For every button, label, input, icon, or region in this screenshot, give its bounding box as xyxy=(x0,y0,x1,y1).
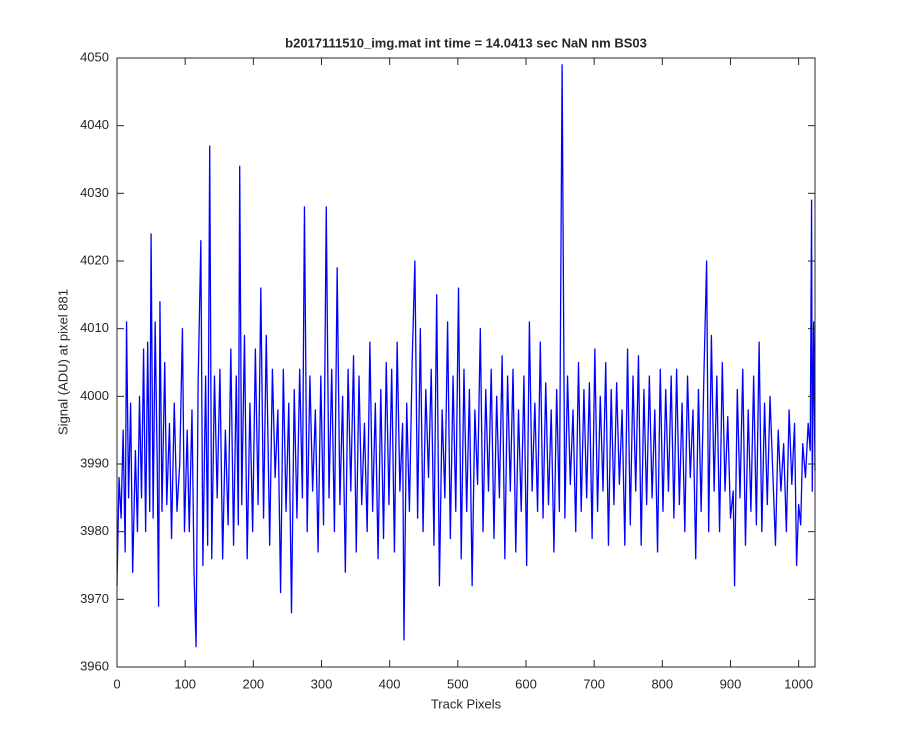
y-tick-label: 4050 xyxy=(80,49,109,64)
x-tick-label: 500 xyxy=(447,676,469,691)
x-tick-label: 300 xyxy=(311,676,333,691)
x-tick-label: 900 xyxy=(720,676,742,691)
x-axis-label: Track Pixels xyxy=(431,696,502,711)
x-tick-label: 600 xyxy=(515,676,537,691)
y-tick-label: 4040 xyxy=(80,117,109,132)
x-tick-label: 800 xyxy=(651,676,673,691)
chart-title: b2017111510_img.mat int time = 14.0413 s… xyxy=(285,35,647,50)
x-tick-label: 0 xyxy=(113,676,120,691)
y-tick-label: 4020 xyxy=(80,252,109,267)
y-tick-label: 4010 xyxy=(80,320,109,335)
axes-box xyxy=(116,57,816,668)
x-tick-label: 700 xyxy=(583,676,605,691)
y-tick-label: 3960 xyxy=(80,658,109,673)
y-tick-label: 3980 xyxy=(80,523,109,538)
x-tick-label: 400 xyxy=(379,676,401,691)
y-tick-label: 3990 xyxy=(80,455,109,470)
y-tick-label: 3970 xyxy=(80,591,109,606)
y-tick-label: 4030 xyxy=(80,185,109,200)
y-tick-label: 4000 xyxy=(80,388,109,403)
y-axis-label: Signal (ADU) at pixel 881 xyxy=(55,289,70,435)
data-line xyxy=(116,64,816,648)
x-tick-label: 100 xyxy=(174,676,196,691)
x-tick-label: 1000 xyxy=(784,676,813,691)
x-tick-label: 200 xyxy=(242,676,264,691)
